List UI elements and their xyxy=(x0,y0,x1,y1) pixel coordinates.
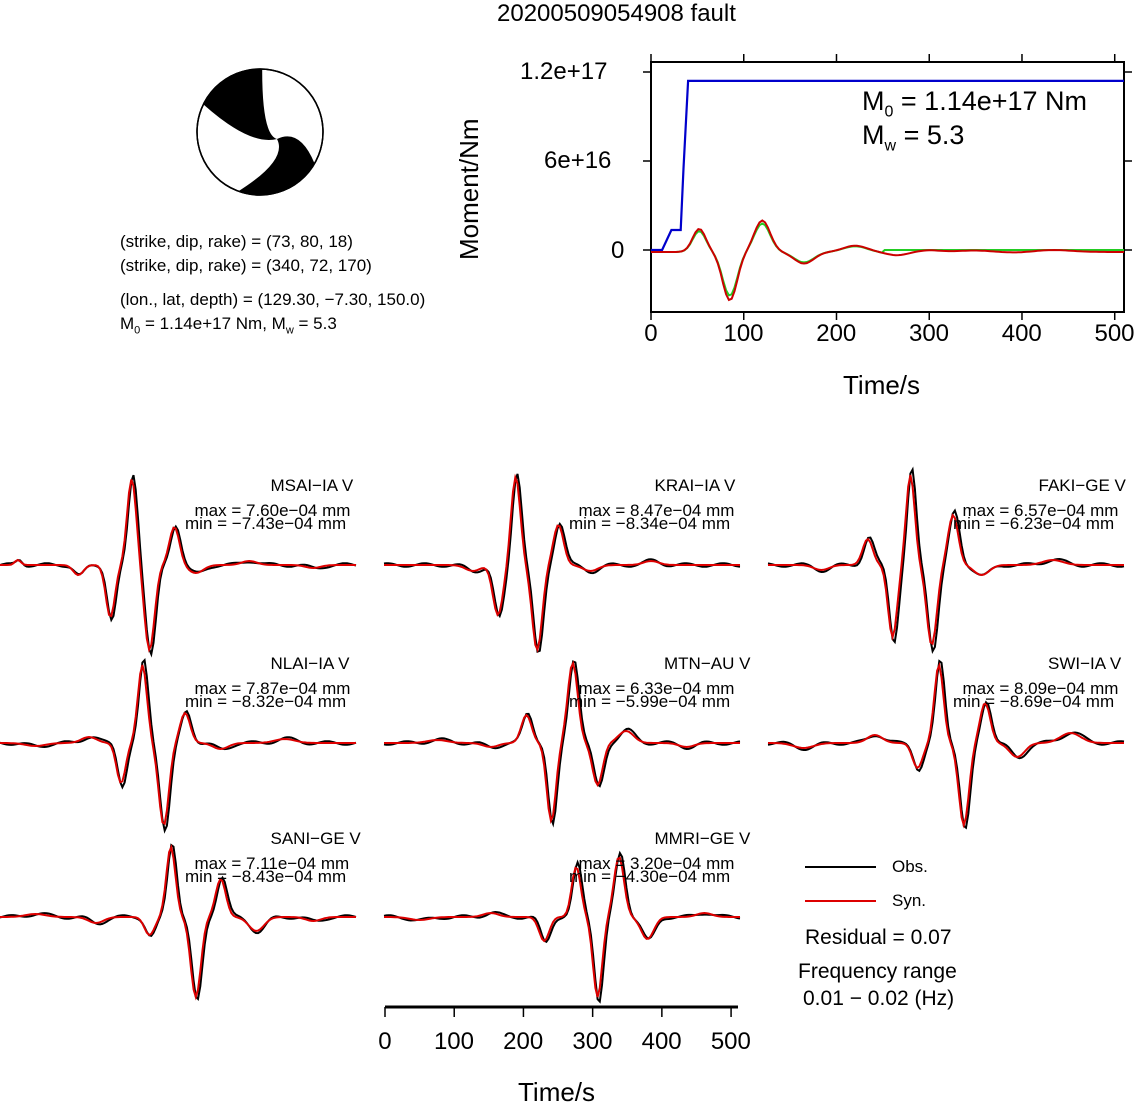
moment-xtick-label: 500 xyxy=(1094,320,1135,347)
station-max: max = 7.87e−04 mm xyxy=(194,679,351,698)
moment-xtick-label: 0 xyxy=(644,320,658,347)
station-min: min = −8.32e−04 mm xyxy=(185,692,347,711)
frequency-range-value: 0.01 − 0.02 (Hz) xyxy=(803,987,955,1010)
moment-ylabel: Moment/Nm xyxy=(454,118,484,260)
moment-xlabel: Time/s xyxy=(843,370,921,400)
beachball-compression-quadrant xyxy=(203,69,277,141)
moment-xtick-label: 200 xyxy=(816,320,857,347)
frequency-range-label: Frequency range xyxy=(798,960,957,983)
legend-syn-label: Syn. xyxy=(892,891,927,910)
beachball-border xyxy=(196,68,324,196)
waveform-xtick-label: 0 xyxy=(378,1028,392,1055)
waveform-xtick-label: 500 xyxy=(710,1028,751,1055)
residual-label: Residual = 0.07 xyxy=(805,926,952,949)
station-min: min = −7.43e−04 mm xyxy=(185,514,347,533)
station-min: min = −6.23e−04 mm xyxy=(953,514,1115,533)
waveform-xtick-label: 300 xyxy=(572,1028,613,1055)
station-name: SWI−IA V xyxy=(1048,654,1122,673)
station-name: FAKI−GE V xyxy=(1038,476,1126,495)
moment-mw-label: Mw = 5.3 xyxy=(862,120,964,155)
page-title: 20200509054908 fault xyxy=(497,0,736,27)
observed-trace xyxy=(767,466,1125,655)
station-max: max = 8.09e−04 mm xyxy=(962,679,1119,698)
legend-lines xyxy=(805,866,876,902)
moment-m0-m: M xyxy=(862,86,885,116)
station-max: max = 6.57e−04 mm xyxy=(962,501,1119,520)
station-min: min = −4.30e−04 mm xyxy=(569,867,731,886)
nodal-plane-2: (strike, dip, rake) = (340, 72, 170) xyxy=(120,256,372,275)
moment-xtick-label: 400 xyxy=(1001,320,1042,347)
station-name: MMRI−GE V xyxy=(654,829,751,848)
legend-obs-label: Obs. xyxy=(892,857,928,876)
station-max: max = 8.47e−04 mm xyxy=(578,501,735,520)
moment-info-m: M xyxy=(120,314,135,333)
moment-ytick-2: 0 xyxy=(611,237,625,264)
moment-green-trace xyxy=(651,222,1124,297)
station-min: min = −8.34e−04 mm xyxy=(569,514,731,533)
moment-xtick-label: 300 xyxy=(908,320,950,347)
moment-m0-label: M0 = 1.14e+17 Nm xyxy=(862,86,1087,121)
station-max: max = 3.20e−04 mm xyxy=(578,854,735,873)
moment-xtick-label: 100 xyxy=(723,320,764,347)
moment-mw-value: = 5.3 xyxy=(896,120,965,150)
mw-info-sub: w xyxy=(285,324,294,337)
moment-m0-sub: 0 xyxy=(884,103,894,121)
station-min: min = −8.43e−04 mm xyxy=(185,867,347,886)
station-name: SANI−GE V xyxy=(270,829,361,848)
waveform-xtick-label: 200 xyxy=(503,1028,544,1055)
moment-info-value: = 1.14e+17 Nm, M xyxy=(140,314,286,333)
waveform-xtick-label: 100 xyxy=(433,1028,474,1055)
station-max: max = 7.60e−04 mm xyxy=(194,501,351,520)
mw-info-value: = 5.3 xyxy=(293,314,337,333)
beachball xyxy=(196,68,324,196)
waveform-time-axis xyxy=(384,1005,738,1017)
moment-red-trace xyxy=(651,219,1124,302)
waveform-xtick-label: 400 xyxy=(641,1028,682,1055)
moment-info: M0 = 1.14e+17 Nm, Mw = 5.3 xyxy=(120,315,337,336)
moment-m0-value: = 1.14e+17 Nm xyxy=(893,86,1088,116)
moment-mw-m: M xyxy=(862,120,885,150)
moment-ytick-0: 1.2e+17 xyxy=(520,58,608,85)
station-name: NLAI−IA V xyxy=(270,654,350,673)
beachball-compression-quadrant xyxy=(238,136,315,196)
waveform-xlabel: Time/s xyxy=(518,1077,596,1107)
moment-info-sub: 0 xyxy=(134,324,141,337)
moment-ytick-1: 6e+16 xyxy=(544,147,612,174)
station-name: MSAI−IA V xyxy=(270,476,354,495)
station-max: max = 7.11e−04 mm xyxy=(194,854,350,873)
station-min: min = −5.99e−04 mm xyxy=(569,692,731,711)
nodal-plane-1: (strike, dip, rake) = (73, 80, 18) xyxy=(120,232,353,251)
station-max: max = 6.33e−04 mm xyxy=(578,679,735,698)
station-name: KRAI−IA V xyxy=(654,476,736,495)
beachball-outline xyxy=(196,68,324,196)
waveform-panels xyxy=(0,466,1125,1004)
station-name: MTN−AU V xyxy=(664,654,751,673)
location-info: (lon., lat, depth) = (129.30, −7.30, 150… xyxy=(120,290,426,309)
station-min: min = −8.69e−04 mm xyxy=(953,692,1115,711)
moment-mw-sub: w xyxy=(884,137,897,155)
